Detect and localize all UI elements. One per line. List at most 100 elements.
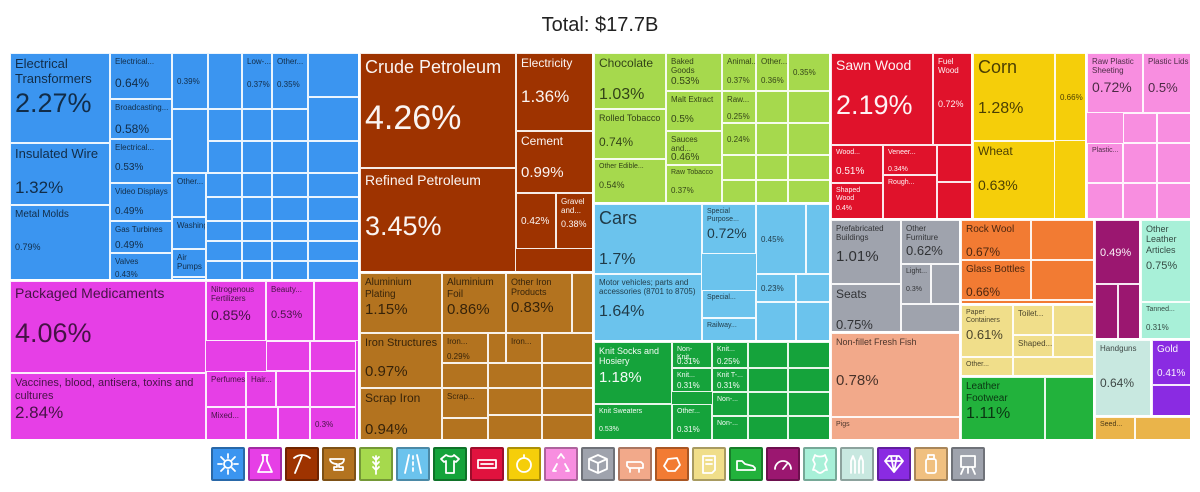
treemap-cell[interactable] xyxy=(272,261,308,279)
treemap-tile-aluminium-foil[interactable]: Aluminium Foil 0.86% xyxy=(442,273,506,333)
treemap-tile-beauty[interactable]: Beauty... 0.53% xyxy=(266,281,314,341)
treemap-tile-knit-socks-and-hosiery[interactable]: Knit Socks and Hosiery 1.18% xyxy=(594,342,672,404)
treemap-tile-iron[interactable]: Iron... xyxy=(506,333,542,363)
treemap-tile-crude-petroleum[interactable]: Crude Petroleum 4.26% xyxy=(360,53,516,168)
treemap-cell[interactable] xyxy=(788,342,829,368)
treemap-tile-non-knit[interactable]: Non-Knit... 0.31% xyxy=(672,342,712,368)
treemap-tile-iron-structures[interactable]: Iron Structures 0.97% xyxy=(360,333,442,388)
treemap-cell[interactable] xyxy=(308,261,358,279)
treemap-cell[interactable] xyxy=(788,392,829,416)
treemap-cell[interactable] xyxy=(242,173,272,197)
treemap-tile-other-iron-products[interactable]: Other Iron Products 0.83% xyxy=(506,273,572,333)
treemap-tile-raw-tobacco[interactable]: Raw Tobacco 0.37% xyxy=(666,165,722,202)
treemap-cell[interactable] xyxy=(542,333,592,363)
jar-icon[interactable] xyxy=(914,447,948,481)
treemap-cell[interactable] xyxy=(901,304,959,331)
treemap-tile-special-purpose[interactable]: Special Purpose... 0.72% xyxy=(702,204,756,254)
treemap-cell[interactable] xyxy=(442,363,488,388)
treemap-cell[interactable] xyxy=(1053,305,1093,335)
treemap-tile-cars[interactable]: Cars 1.7% xyxy=(594,204,702,274)
treemap-cell[interactable] xyxy=(272,109,308,141)
treemap-cell[interactable] xyxy=(308,53,358,97)
treemap-cell[interactable] xyxy=(756,91,788,123)
stone-icon[interactable] xyxy=(655,447,689,481)
treemap-cell[interactable] xyxy=(1031,220,1093,260)
road-icon[interactable] xyxy=(396,447,430,481)
treemap-tile-other[interactable]: Other... 0.35% xyxy=(272,53,308,109)
treemap-cell[interactable] xyxy=(272,197,308,221)
treemap-tile-other-furniture[interactable]: Other Furniture 0.62% xyxy=(901,220,959,264)
treemap-tile-vaccines-blood-antisera-toxins-and-cultures[interactable]: Vaccines, blood, antisera, toxins and cu… xyxy=(10,373,206,439)
treemap-cell[interactable] xyxy=(1135,417,1190,439)
treemap-tile-chocolate[interactable]: Chocolate 1.03% xyxy=(594,53,666,109)
treemap-cell[interactable] xyxy=(314,281,358,341)
treemap-tile-knit-sweaters[interactable]: Knit Sweaters 0.53% xyxy=(594,404,672,439)
treemap-tile-rolled-tobacco[interactable]: Rolled Tobacco 0.74% xyxy=(594,109,666,159)
treemap-tile-corn[interactable]: Corn 1.28% xyxy=(973,53,1055,141)
treemap-cell[interactable] xyxy=(488,415,542,439)
treemap-cell[interactable] xyxy=(172,109,208,173)
treemap-tile-animal[interactable]: Animal... 0.37% xyxy=(722,53,756,91)
treemap-cell[interactable] xyxy=(208,109,242,141)
treemap-tile-leather-footwear[interactable]: Leather Footwear 1.11% xyxy=(961,377,1045,439)
treemap-cell[interactable] xyxy=(442,418,488,439)
flask-icon[interactable] xyxy=(248,447,282,481)
treemap-cell[interactable] xyxy=(1053,335,1093,357)
wheat-icon[interactable] xyxy=(359,447,393,481)
treemap-tile-electricity[interactable]: Electricity 1.36% xyxy=(516,53,592,131)
treemap-tile-perfumes[interactable]: Perfumes xyxy=(206,371,246,407)
treemap-tile-other[interactable]: Other... xyxy=(961,357,1013,375)
treemap-cell[interactable] xyxy=(278,407,310,439)
treemap-tile-malt-extract[interactable]: Malt Extract 0.5% xyxy=(666,91,722,131)
treemap-tile-raw[interactable]: Raw... 0.25% xyxy=(722,91,756,123)
treemap-cell[interactable] xyxy=(206,197,242,221)
treemap-cell[interactable] xyxy=(796,274,829,302)
treemap-cell[interactable] xyxy=(208,53,242,109)
treemap-tile-fuel-wood[interactable]: Fuel Wood 0.72% xyxy=(933,53,971,145)
treemap-tile-valves[interactable]: Valves 0.43% xyxy=(110,253,172,279)
treemap-tile-tanned[interactable]: Tanned... 0.31% xyxy=(1141,302,1190,338)
treemap-tile-non[interactable]: Non-... xyxy=(712,392,748,416)
treemap-tile-value-0-3[interactable]: 0.3% xyxy=(310,407,356,439)
treemap-cell[interactable] xyxy=(206,261,242,279)
treemap-cell[interactable] xyxy=(272,221,308,241)
treemap-tile-plastic-lids[interactable]: Plastic Lids 0.5% xyxy=(1143,53,1190,113)
treemap-tile-seed[interactable]: Seed... xyxy=(1095,417,1135,439)
treemap-tile-value-0-23[interactable]: 0.23% xyxy=(756,274,796,302)
treemap-tile-gas-turbines[interactable]: Gas Turbines 0.49% xyxy=(110,221,172,253)
treemap-tile-shaped-wood[interactable]: Shaped Wood 0.4% xyxy=(831,183,883,218)
treemap-tile-knit[interactable]: Knit... 0.31% xyxy=(672,368,712,392)
treemap-cell[interactable] xyxy=(308,173,358,197)
treemap-cell[interactable] xyxy=(756,123,788,155)
treemap-tile-plastic[interactable]: Plastic... xyxy=(1087,143,1123,183)
treemap-tile-electric[interactable]: Electric... xyxy=(172,277,206,279)
treemap-cell[interactable] xyxy=(308,241,358,261)
treemap-tile-electrical[interactable]: Electrical... 0.64% xyxy=(110,53,172,99)
treemap-cell[interactable] xyxy=(488,363,542,388)
treemap-tile-railway[interactable]: Railway... xyxy=(702,318,756,340)
treemap-cell[interactable] xyxy=(1123,183,1157,218)
treemap-tile-pigs[interactable]: Pigs xyxy=(831,417,959,439)
treemap-cell[interactable] xyxy=(308,197,358,221)
treemap-cell[interactable] xyxy=(748,416,788,439)
treemap-tile-paper-containers[interactable]: Paper Containers 0.61% xyxy=(961,305,1013,357)
treemap-cell[interactable] xyxy=(308,141,358,173)
treemap-cell[interactable] xyxy=(242,109,272,141)
treemap-cell[interactable] xyxy=(572,273,592,333)
treemap-cell[interactable] xyxy=(308,97,358,141)
treemap-cell[interactable] xyxy=(961,300,1093,303)
treemap-tile-electrical-transformers[interactable]: Electrical Transformers 2.27% xyxy=(10,53,110,143)
treemap-cell[interactable] xyxy=(788,91,829,123)
treemap-tile-aluminium-plating[interactable]: Aluminium Plating 1.15% xyxy=(360,273,442,333)
treemap-tile-knit-t[interactable]: Knit T-... 0.31% xyxy=(712,368,748,392)
treemap-cell[interactable] xyxy=(246,407,278,439)
treemap-tile-special[interactable]: Special... xyxy=(702,290,756,318)
treemap-cell[interactable] xyxy=(1157,143,1190,183)
treemap-tile-prefabricated-buildings[interactable]: Prefabricated Buildings 1.01% xyxy=(831,220,901,284)
bullets-icon[interactable] xyxy=(840,447,874,481)
treemap-cell[interactable] xyxy=(242,141,272,173)
treemap-cell[interactable] xyxy=(931,264,959,304)
treemap-cell[interactable] xyxy=(1123,113,1157,143)
treemap-cell[interactable] xyxy=(1123,143,1157,183)
treemap-tile-shaped[interactable]: Shaped... xyxy=(1013,335,1053,357)
